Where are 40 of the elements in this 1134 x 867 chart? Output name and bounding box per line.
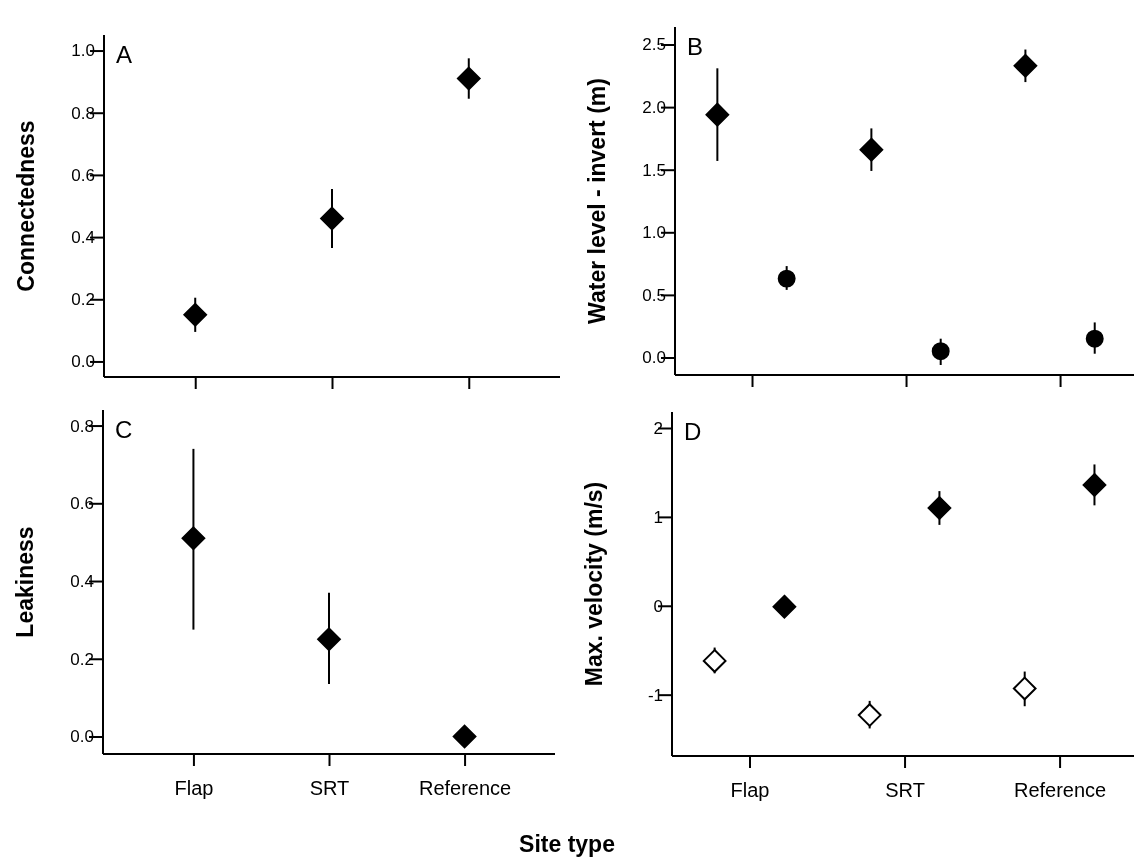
y-tick-label: 2.0	[642, 98, 666, 118]
x-tick-label: Reference	[1013, 779, 1107, 801]
y-tick-label: 0.8	[71, 103, 95, 123]
x-axis-title: Site type	[519, 831, 615, 857]
x-tick-label: Flap	[730, 779, 770, 801]
y-tick-label: 1	[653, 507, 663, 527]
y-tick-label: 0.6	[71, 165, 95, 185]
x-tick-label: SRT	[309, 777, 350, 799]
y-tick-label: 1.5	[642, 160, 666, 180]
point	[320, 206, 344, 231]
y-tick-label: 0.0	[71, 352, 95, 372]
y-tick-label: 0.8	[70, 416, 94, 436]
point	[317, 627, 341, 652]
x-tick-label: SRT	[885, 779, 925, 801]
point	[456, 66, 481, 91]
y-tick-label: 0	[653, 596, 663, 616]
y-tick-label: 0.2	[70, 649, 94, 669]
annotation: D	[684, 418, 702, 445]
y-tick-label: 1.0	[642, 223, 666, 243]
y-tick-label: -1	[647, 685, 663, 705]
annotation: C	[115, 416, 133, 443]
y-axis-title: Connectedness	[13, 120, 39, 292]
y-tick-label: 0.4	[71, 228, 95, 248]
y-axis-title: Water level - invert (m)	[584, 78, 610, 324]
annotation: B	[687, 33, 704, 60]
point	[181, 526, 206, 551]
y-tick-label: 0.0	[70, 727, 94, 747]
y-tick-label: 0.6	[70, 494, 94, 514]
y-tick-label: 0.2	[71, 290, 95, 310]
y-tick-label: 0.0	[642, 348, 666, 368]
y-tick-label: 0.5	[642, 285, 666, 305]
point	[452, 724, 477, 749]
annotation: A	[116, 41, 133, 68]
x-tick-label: Flap	[174, 777, 214, 799]
y-axis-title: Leakiness	[12, 526, 38, 638]
y-tick-label: 1.0	[71, 41, 95, 61]
point	[183, 302, 208, 327]
y-tick-label: 0.4	[70, 571, 94, 591]
x-tick-label: Reference	[418, 777, 512, 799]
y-axis-title: Max. velocity (m/s)	[581, 481, 607, 687]
